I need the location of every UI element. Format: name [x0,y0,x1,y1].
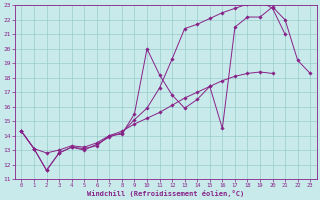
X-axis label: Windchill (Refroidissement éolien,°C): Windchill (Refroidissement éolien,°C) [87,190,244,197]
